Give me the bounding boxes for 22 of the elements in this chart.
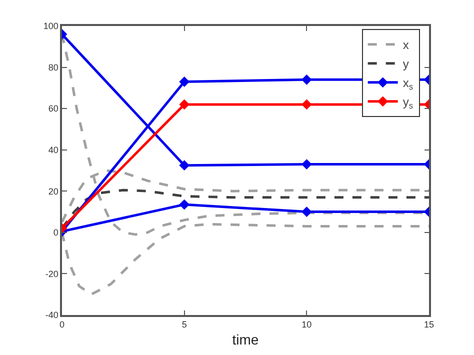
x-axis-title: time <box>232 331 259 348</box>
y-tick-label: 0 <box>53 228 58 238</box>
point <box>179 199 190 210</box>
line-series <box>62 222 429 296</box>
point <box>179 76 190 87</box>
y-tick-label: 100 <box>43 21 58 32</box>
y-tick-label: -40 <box>45 310 58 320</box>
y-tick-label: -20 <box>45 268 58 279</box>
legend-label: y <box>402 57 409 72</box>
point <box>301 74 312 85</box>
x-tick-label: 15 <box>424 320 434 330</box>
x-tick-label: 10 <box>302 320 312 330</box>
legend-label: x$_{s}$ <box>402 76 414 92</box>
point <box>301 206 312 217</box>
x-tick-label: 5 <box>182 320 187 330</box>
y-tick-label: 20 <box>48 186 58 196</box>
legend-label: y$_{s}$ <box>402 95 414 111</box>
y-tick-label: 80 <box>48 62 58 72</box>
x-tick-label: 0 <box>59 320 65 330</box>
y-tick-label: 40 <box>48 145 58 156</box>
y-tick-label: 60 <box>48 104 58 114</box>
legend-label: x <box>402 38 409 52</box>
